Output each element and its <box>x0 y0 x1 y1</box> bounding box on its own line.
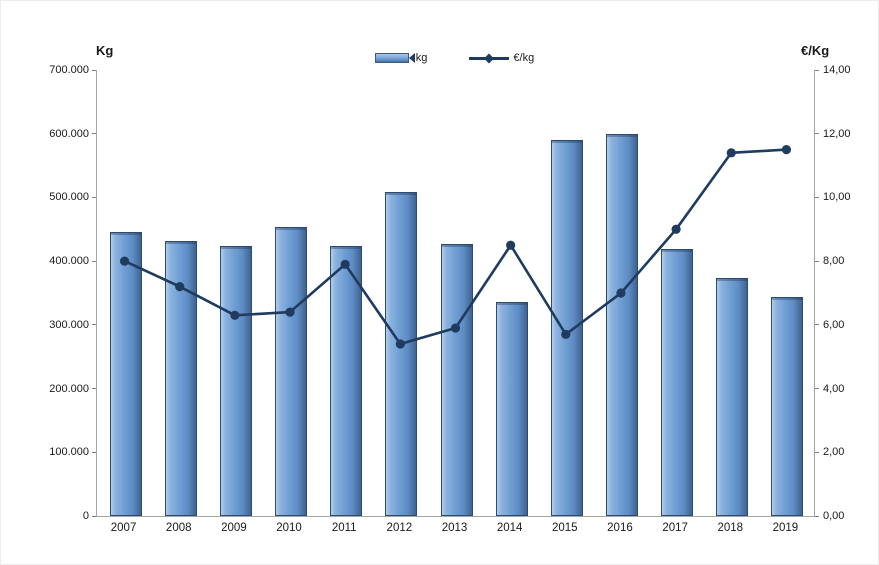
left-tick-label: 700.000 <box>49 64 89 76</box>
line-marker-2016 <box>616 288 626 298</box>
bar-2012 <box>385 192 418 516</box>
x-axis-label-2013: 2013 <box>441 522 468 534</box>
legend-item-eur-kg: €/kg <box>469 52 534 64</box>
line-marker-2014 <box>506 240 516 250</box>
left-tick-label: 400.000 <box>49 255 89 268</box>
left-tick-label: 0 <box>82 510 89 522</box>
left-tick-mark <box>92 196 96 198</box>
x-axis-label-2016: 2016 <box>607 522 633 534</box>
x-axis-label-2015: 2015 <box>552 522 578 534</box>
left-axis-title: Kg <box>96 43 114 58</box>
bar-2007 <box>109 231 142 516</box>
x-axis-label-2014: 2014 <box>496 522 523 534</box>
x-axis-label-2012: 2012 <box>386 522 413 534</box>
right-tick-label: 8,00 <box>823 255 845 268</box>
line-marker-2011 <box>340 259 350 269</box>
left-tick-label: 100.000 <box>49 446 89 459</box>
right-tick-mark <box>815 260 819 262</box>
left-tick-mark <box>92 260 96 262</box>
legend-label-eur-kg: €/kg <box>513 52 535 64</box>
left-tick-label: 500.000 <box>49 191 89 204</box>
left-tick-mark <box>92 451 96 453</box>
legend-item-kg: kg <box>374 52 428 64</box>
x-axis-label-2007: 2007 <box>110 522 137 534</box>
legend-label-kg: kg <box>415 52 428 64</box>
line-marker-2019 <box>781 145 792 155</box>
bar-2018 <box>716 278 749 516</box>
bar-2011 <box>330 245 363 516</box>
bar-2019 <box>771 297 804 516</box>
right-tick-label: 14,00 <box>823 64 851 76</box>
left-tick-label: 200.000 <box>49 382 89 395</box>
right-axis-tick-labels: 14,00 12,00 10,00 8,00 6,00 4,00 2,00 0,00 <box>823 64 875 522</box>
bar-2013 <box>440 243 473 516</box>
legend: kg €/kg <box>96 49 813 67</box>
eur-per-kg-line <box>124 148 787 346</box>
line-marker-2017 <box>671 224 681 234</box>
line-marker-2007 <box>119 256 130 266</box>
line-marker-2012 <box>395 339 405 349</box>
line-marker-2018 <box>726 148 736 158</box>
right-tick-mark <box>815 69 819 71</box>
left-axis-tick-labels: 700.000 600.000 500.000 400.000 300.000 200.0… <box>29 64 89 522</box>
right-tick-mark <box>815 133 819 135</box>
left-tick-mark <box>92 133 96 135</box>
right-tick-mark <box>815 515 819 517</box>
right-tick-label: 2,00 <box>823 446 845 459</box>
left-tick-mark <box>92 69 96 71</box>
line-marker-2015 <box>561 329 571 340</box>
x-axis-label-2009: 2009 <box>221 522 247 534</box>
line-marker-2010 <box>285 307 295 317</box>
left-tick-mark <box>92 515 96 517</box>
line-marker-icon <box>484 53 495 63</box>
line-marker-2008 <box>175 282 185 292</box>
x-axis-label-2017: 2017 <box>662 522 688 534</box>
bar-swatch-cap-icon <box>408 53 415 63</box>
right-tick-mark <box>815 324 819 326</box>
bar-2015 <box>550 140 583 516</box>
x-axis-label-2008: 2008 <box>165 522 192 534</box>
bar-2010 <box>275 227 308 516</box>
bar-2017 <box>661 248 694 516</box>
left-tick-mark <box>92 388 96 390</box>
line-series-swatch-icon <box>469 53 510 63</box>
bar-2009 <box>219 246 252 516</box>
x-axis-label-2010: 2010 <box>276 522 302 534</box>
x-axis-labels: 2007 2008 2009 2010 2011 2012 2013 2014 2015 2016… <box>96 522 813 540</box>
right-axis-title: €/Kg <box>801 43 830 58</box>
line-marker-2013 <box>450 323 461 333</box>
right-tick-label: 10,00 <box>823 191 851 204</box>
x-axis-label-2018: 2018 <box>717 522 744 534</box>
right-tick-label: 0,00 <box>823 510 845 522</box>
right-tick-label: 6,00 <box>823 318 845 331</box>
line-series <box>119 145 792 349</box>
right-tick-mark <box>815 451 819 453</box>
bar-series-swatch-icon <box>374 53 409 63</box>
line-marker-2009 <box>230 310 240 320</box>
right-tick-mark <box>815 196 819 198</box>
right-tick-label: 12,00 <box>823 127 851 140</box>
left-tick-label: 300.000 <box>49 318 89 331</box>
right-tick-mark <box>815 388 819 390</box>
left-tick-label: 600.000 <box>49 127 89 140</box>
plot-area <box>92 69 819 517</box>
x-axis-label-2019: 2019 <box>772 522 799 534</box>
left-tick-mark <box>92 324 96 326</box>
x-axis-label-2011: 2011 <box>331 522 357 534</box>
bar-2016 <box>605 133 638 516</box>
right-tick-label: 4,00 <box>823 382 845 395</box>
bar-2014 <box>495 301 528 516</box>
